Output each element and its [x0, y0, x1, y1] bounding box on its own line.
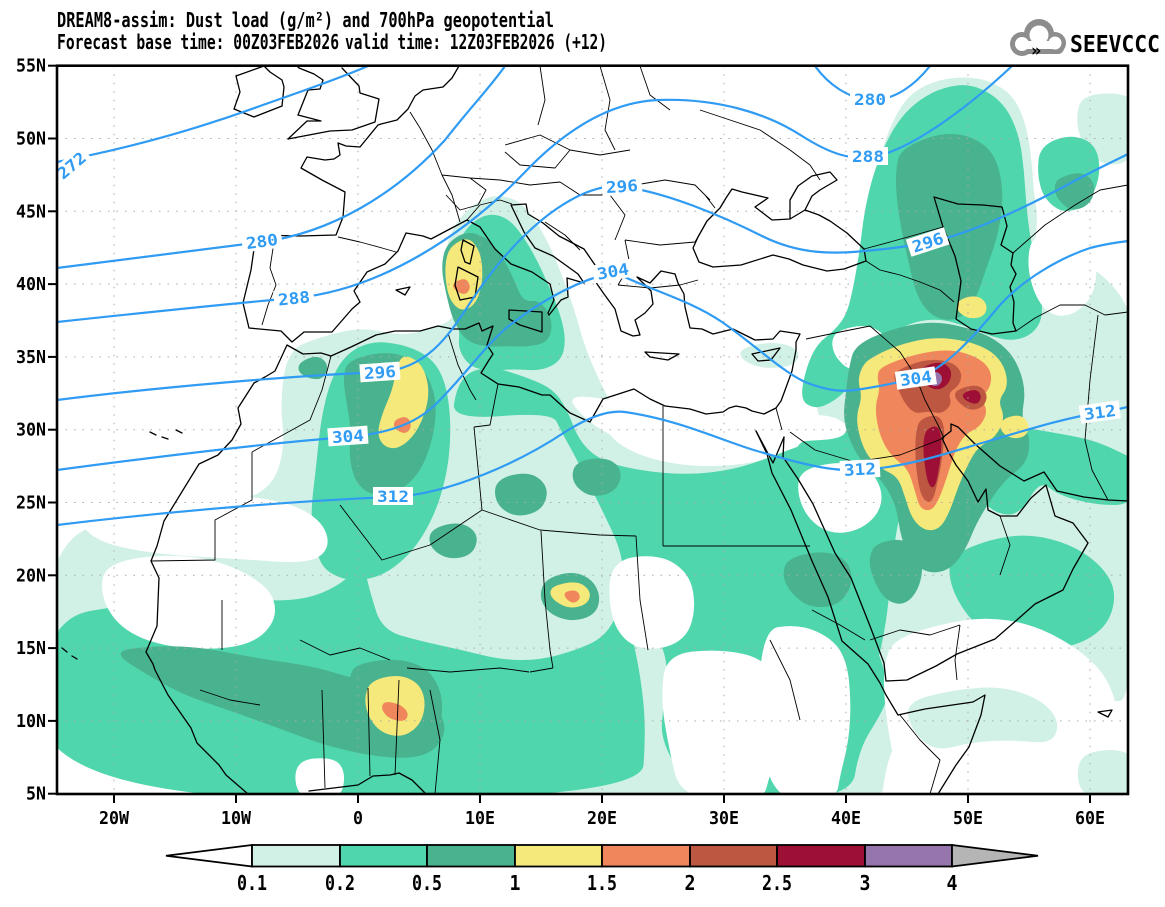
colorbar-box: [777, 845, 865, 867]
lat-tick-label: 25N: [16, 493, 46, 514]
colorbar-tick-label: 0.5: [412, 871, 442, 895]
colorbar-tick-label: 0.1: [237, 871, 267, 895]
contour-label-text: 312: [843, 459, 876, 480]
contour-label: 296: [601, 176, 642, 198]
contour-label: 296: [359, 362, 400, 384]
latitude-axis: 55N 50N 45N 40N 35N 30N 25N 20N 15N 10N 5N: [16, 56, 57, 805]
clear-area: [662, 651, 780, 800]
logo-text: SEEVCCC: [1070, 32, 1160, 58]
lat-tick-label: 15N: [16, 638, 46, 659]
contour-label: 312: [373, 487, 413, 506]
lon-tick-label: 10W: [221, 808, 251, 829]
contour-label-text: 304: [331, 426, 364, 447]
colorbar-tick-label: 1: [510, 871, 521, 895]
colorbar-tick-label: 2: [685, 871, 696, 895]
lon-tick-label: 20E: [587, 808, 617, 829]
colorbar-tick-label: 3: [860, 871, 871, 895]
lat-tick-label: 30N: [16, 420, 46, 441]
lon-tick-label: 60E: [1075, 808, 1105, 829]
svg-text:»: »: [1031, 41, 1041, 61]
seevccc-logo: » SEEVCCC: [1010, 19, 1160, 61]
contour-label: 280: [850, 90, 890, 109]
lat-tick-label: 55N: [16, 56, 46, 77]
contour-label: 280: [241, 229, 283, 253]
lon-tick-label: 30E: [709, 808, 739, 829]
colorbar-box: [865, 845, 952, 867]
lat-tick-label: 45N: [16, 201, 46, 222]
lon-tick-label: 10E: [465, 808, 495, 829]
weather-map-page: DREAM8-assim: Dust load (g/m²) and 700hP…: [0, 0, 1165, 907]
lon-tick-label: 40E: [831, 808, 861, 829]
contour-label-text: 280: [245, 230, 279, 253]
contour-label: 312: [840, 459, 881, 480]
dust-forecast-figure: DREAM8-assim: Dust load (g/m²) and 700hP…: [0, 0, 1165, 907]
colorbar-tick-label: 2.5: [762, 871, 792, 895]
forecast-base-time: Forecast base time: 00Z03FEB2026: [57, 30, 339, 54]
lon-tick-label: 0: [353, 808, 363, 829]
contour-label: 304: [327, 426, 368, 448]
dust-level-0.1: [1078, 750, 1135, 800]
contour-label: 288: [848, 147, 888, 166]
contour-label-text: 296: [605, 176, 638, 197]
lat-tick-label: 10N: [16, 711, 46, 732]
colorbar-box: [252, 845, 340, 867]
colorbar-box: [602, 845, 690, 867]
lon-tick-label: 50E: [953, 808, 983, 829]
contour-label: 304: [592, 259, 635, 285]
colorbar-box: [515, 845, 602, 867]
colorbar-box: [690, 845, 777, 867]
longitude-axis: 20W 10W 0 10E 20E 30E 40E 50E 60E: [99, 794, 1105, 829]
cloud-icon: »: [1010, 19, 1066, 61]
colorbar-arrow-below: [166, 845, 252, 867]
dust-level-0.1: [740, 343, 798, 368]
lat-tick-label: 5N: [26, 784, 46, 805]
lat-tick-label: 50N: [16, 129, 46, 150]
contour-label-text: 296: [363, 362, 396, 383]
clear-area: [609, 556, 694, 648]
lat-tick-label: 20N: [16, 565, 46, 586]
colorbar-legend: 0.1 0.2 0.5 1 1.5 2 2.5 3 4: [166, 845, 1038, 895]
figure-title: DREAM8-assim: Dust load (g/m²) and 700hP…: [57, 8, 554, 32]
contour-label-text: 280: [854, 90, 886, 109]
lon-tick-label: 20W: [99, 808, 129, 829]
contour-272: [57, 66, 368, 162]
colorbar-tick-label: 4: [947, 871, 958, 895]
colorbar-box: [427, 845, 515, 867]
colorbar-tick-label: 1.5: [587, 871, 617, 895]
colorbar-arrow-above: [952, 845, 1038, 867]
valid-time: valid time: 12Z03FEB2026 (+12): [345, 30, 607, 54]
contour-label-text: 304: [596, 259, 631, 283]
contour-label: 288: [273, 287, 315, 310]
contour-label-text: 288: [852, 147, 884, 166]
contour-label-text: 288: [277, 287, 311, 309]
colorbar-box: [340, 845, 427, 867]
lat-tick-label: 40N: [16, 274, 46, 295]
lat-tick-label: 35N: [16, 347, 46, 368]
contour-label-text: 312: [377, 487, 409, 506]
colorbar-tick-label: 0.2: [325, 871, 355, 895]
